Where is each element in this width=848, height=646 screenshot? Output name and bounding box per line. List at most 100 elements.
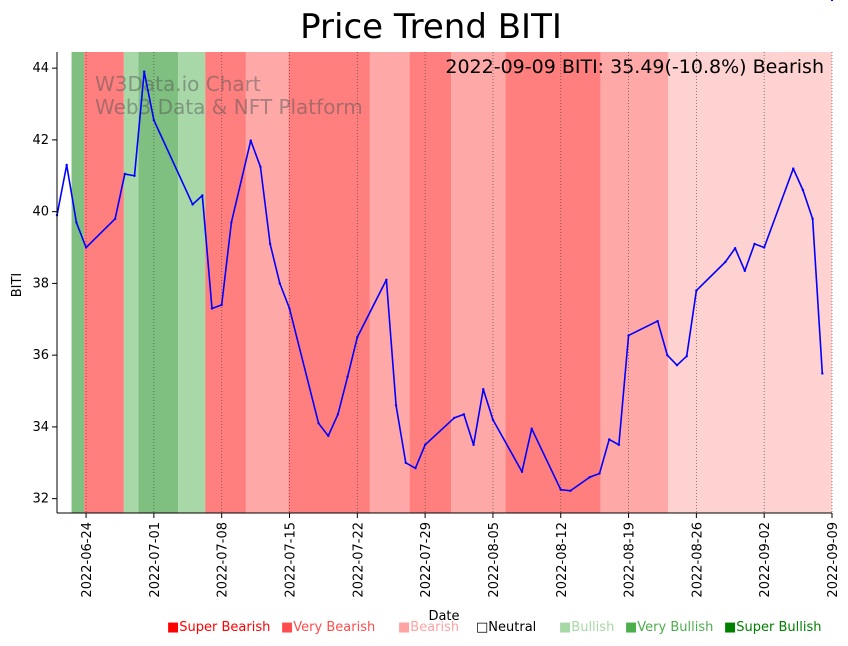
price-point — [142, 70, 146, 73]
price-point — [113, 217, 117, 221]
price-point — [191, 203, 194, 206]
legend-swatch: ■ — [724, 620, 737, 635]
price-point — [288, 307, 291, 310]
y-axis-label: BITI — [10, 273, 25, 298]
price-point — [201, 194, 204, 197]
legend-swatch: ■ — [398, 620, 411, 635]
legend-item-bearish: ■Bearish — [398, 620, 459, 635]
y-tick-label: 34 — [32, 420, 49, 435]
price-point — [811, 217, 814, 221]
band-very-bullish — [71, 52, 85, 513]
legend-label: Neutral — [488, 620, 537, 635]
band-bullish — [178, 52, 206, 513]
legend-label: Super Bearish — [179, 620, 271, 635]
y-tick-label: 40 — [32, 205, 49, 220]
x-axis-label: Date — [428, 609, 459, 624]
watermark-line-2: Web3 Data & NFT Platform — [95, 95, 363, 119]
y-tick-label: 44 — [32, 61, 49, 76]
price-point — [821, 372, 824, 375]
legend-swatch: ■ — [625, 620, 638, 635]
price-point — [394, 404, 398, 407]
price-point — [617, 443, 621, 447]
price-point — [588, 475, 592, 479]
price-point — [84, 246, 88, 249]
price-point — [249, 139, 252, 142]
y-tick-label: 42 — [32, 133, 49, 148]
legend-swatch: ■ — [281, 620, 294, 635]
band-very-bullish — [138, 52, 179, 513]
y-tick-label: 38 — [32, 276, 49, 291]
price-point — [733, 247, 737, 250]
price-point — [462, 413, 466, 416]
y-tick-label: 32 — [32, 492, 49, 507]
price-series — [55, 0, 834, 492]
legend-item-neutral: □Neutral — [476, 620, 536, 635]
legend-swatch: □ — [476, 620, 489, 635]
price-point — [123, 172, 127, 176]
price-point — [404, 461, 407, 464]
price-point — [801, 188, 805, 192]
legend-swatch: ■ — [559, 620, 572, 635]
x-axis-ticks: 2022-06-24 2022-07-01 2022-07-08 2022-07-15… — [80, 513, 841, 598]
band-very-bearish — [409, 52, 452, 513]
date-gridlines — [85, 52, 833, 513]
price-point — [317, 422, 320, 425]
x-tick-label: 2022-09-02 — [758, 522, 773, 598]
legend-item-super-bearish: ■Super Bearish — [167, 620, 270, 635]
price-point — [152, 118, 156, 122]
price-point — [472, 443, 475, 447]
legend-label: Super Bullish — [736, 620, 822, 635]
price-point — [743, 269, 747, 273]
price-point — [482, 388, 485, 391]
legend-item-super-bullish: ■Super Bullish — [724, 620, 822, 635]
y-tick-label: 36 — [32, 348, 49, 363]
price-point — [598, 472, 601, 475]
price-point — [452, 416, 456, 420]
price-point — [695, 289, 698, 292]
price-point — [666, 353, 669, 357]
price-point — [569, 489, 572, 492]
price-point — [627, 334, 630, 337]
band-slightly-bearish — [668, 52, 832, 513]
x-tick-label: 2022-06-24 — [80, 522, 95, 598]
price-point — [327, 434, 330, 438]
price-point — [230, 221, 233, 224]
price-point — [762, 246, 766, 249]
x-tick-label: 2022-07-29 — [419, 522, 434, 598]
price-point — [724, 260, 727, 264]
price-point — [220, 303, 223, 307]
band-bearish — [369, 52, 410, 513]
legend-swatch: ■ — [167, 620, 180, 635]
sentiment-bands — [57, 52, 832, 513]
x-tick-label: 2022-07-22 — [351, 522, 366, 598]
x-tick-label: 2022-09-09 — [826, 522, 841, 598]
price-point — [559, 488, 562, 491]
price-point — [75, 221, 78, 224]
x-tick-label: 2022-08-05 — [487, 522, 502, 598]
legend-label: Very Bearish — [293, 620, 376, 635]
sentiment-legend: ■Super Bearish ■Very Bearish ■Bearish □N… — [0, 620, 848, 640]
legend-label: Bullish — [571, 620, 615, 635]
x-tick-label: 2022-07-01 — [148, 522, 163, 598]
price-point — [423, 443, 427, 447]
band-bullish — [123, 52, 139, 513]
x-tick-label: 2022-08-12 — [555, 522, 570, 598]
x-tick-label: 2022-07-08 — [216, 522, 231, 598]
band-bearish — [451, 52, 506, 513]
price-point — [656, 319, 659, 323]
band-very-bearish — [505, 52, 601, 513]
last-price-annotation: 2022-09-09 BITI: 35.49(-10.8%) Bearish — [445, 56, 824, 78]
price-point — [792, 167, 795, 170]
price-point — [675, 363, 679, 367]
price-point — [753, 242, 756, 246]
price-point — [346, 375, 349, 378]
x-tick-label: 2022-07-15 — [284, 522, 299, 598]
price-point — [685, 355, 688, 358]
price-point — [607, 438, 611, 441]
band-neutral — [57, 52, 72, 513]
legend-label: Very Bullish — [637, 620, 714, 635]
price-point — [65, 163, 68, 167]
band-bearish — [600, 52, 669, 513]
price-point — [520, 470, 524, 473]
price-point — [133, 174, 136, 177]
